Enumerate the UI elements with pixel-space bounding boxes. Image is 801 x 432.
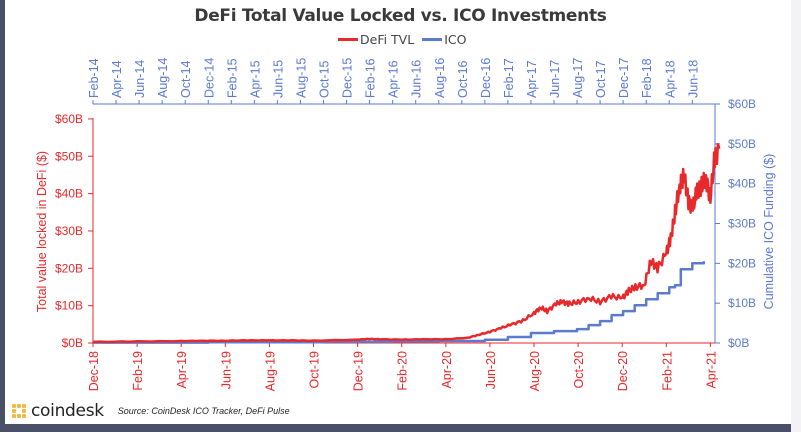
left-tick-label: $20B	[55, 261, 83, 275]
bottom-tick-label: Feb-21	[660, 351, 674, 391]
left-axis-title: Total value locked in DeFi ($)	[35, 151, 49, 312]
top-tick-label: Feb-14	[87, 58, 101, 98]
source-note: Source: CoinDesk ICO Tracker, DeFi Pulse	[117, 406, 290, 416]
top-tick-label: Apr-16	[387, 60, 401, 98]
right-axis-title: Cumulative ICO Funding ($)	[762, 154, 776, 310]
bottom-tick-label: Dec-18	[87, 351, 101, 391]
bottom-tick-label: Feb-19	[131, 351, 145, 391]
top-tick-label: Jun-15	[271, 60, 285, 98]
top-tick-label: Feb-18	[640, 58, 654, 98]
bottom-tick-label: Jun-19	[219, 351, 233, 389]
footer: coindesk Source: CoinDesk ICO Tracker, D…	[12, 401, 290, 421]
coindesk-logo-icon	[12, 404, 26, 418]
top-tick-label: Apr-18	[663, 60, 677, 98]
right-tick-label: $40B	[728, 177, 756, 191]
window-edge	[791, 0, 801, 432]
top-tick-label: Dec-16	[479, 58, 493, 98]
top-tick-label: Dec-17	[617, 58, 631, 98]
top-tick-label: Dec-14	[202, 58, 216, 98]
top-tick-label: Oct-16	[456, 60, 470, 98]
bottom-tick-label: Jun-20	[484, 351, 498, 389]
top-tick-label: Oct-14	[179, 60, 193, 98]
top-tick-label: Oct-15	[318, 60, 332, 98]
bottom-tick-label: Apr-21	[704, 351, 718, 389]
left-tick-label: $30B	[55, 224, 83, 238]
top-tick-label: Aug-14	[156, 58, 170, 98]
top-tick-label: Feb-15	[225, 58, 239, 98]
top-tick-label: Jun-16	[410, 60, 424, 98]
bottom-tick-label: Apr-20	[440, 351, 454, 389]
right-tick-label: $50B	[728, 137, 756, 151]
top-tick-label: Aug-15	[294, 58, 308, 98]
top-tick-label: Aug-16	[433, 58, 447, 98]
brand-name: coindesk	[31, 401, 104, 421]
left-tick-label: $60B	[55, 112, 83, 126]
right-tick-label: $10B	[728, 296, 756, 310]
top-tick-label: Feb-17	[502, 58, 516, 98]
series-line-defi-tvl	[92, 143, 721, 344]
bottom-tick-label: Aug-19	[263, 351, 277, 391]
legend-swatch-defi	[338, 38, 358, 41]
right-tick-label: $0B	[728, 336, 749, 350]
legend-item-ico: ICO	[422, 32, 466, 47]
chart-panel	[5, 0, 791, 424]
bottom-tick-label: Apr-19	[175, 351, 189, 389]
top-tick-label: Apr-15	[248, 60, 262, 98]
bottom-tick-label: Dec-19	[352, 351, 366, 391]
bottom-tick-label: Oct-19	[308, 351, 322, 389]
bottom-tick-label: Oct-20	[572, 351, 586, 389]
legend: DeFi TVL ICO	[338, 32, 474, 47]
top-tick-label: Dec-15	[341, 58, 355, 98]
top-tick-label: Apr-17	[525, 60, 539, 98]
top-tick-label: Jun-18	[686, 60, 700, 98]
left-tick-label: $0B	[62, 336, 83, 350]
top-tick-label: Jun-17	[548, 60, 562, 98]
right-tick-label: $20B	[728, 256, 756, 270]
top-tick-label: Oct-17	[594, 60, 608, 98]
left-tick-label: $10B	[55, 299, 83, 313]
top-tick-label: Apr-14	[110, 60, 124, 98]
bottom-tick-label: Feb-20	[396, 351, 410, 391]
right-tick-label: $30B	[728, 217, 756, 231]
chart-title: DeFi Total Value Locked vs. ICO Investme…	[194, 6, 607, 26]
top-tick-label: Aug-17	[571, 58, 585, 98]
right-tick-label: $60B	[728, 97, 756, 111]
top-tick-label: Jun-14	[133, 60, 147, 98]
left-tick-label: $40B	[55, 187, 83, 201]
legend-label-defi: DeFi TVL	[360, 32, 415, 47]
legend-swatch-ico	[422, 38, 443, 41]
bottom-tick-label: Dec-20	[616, 351, 630, 391]
series-line-ico	[93, 261, 706, 344]
legend-item-defi: DeFi TVL	[338, 32, 414, 47]
legend-label-ico: ICO	[444, 32, 467, 47]
bottom-tick-label: Aug-20	[528, 351, 542, 391]
top-tick-label: Feb-16	[364, 58, 378, 98]
left-tick-label: $50B	[55, 149, 83, 163]
